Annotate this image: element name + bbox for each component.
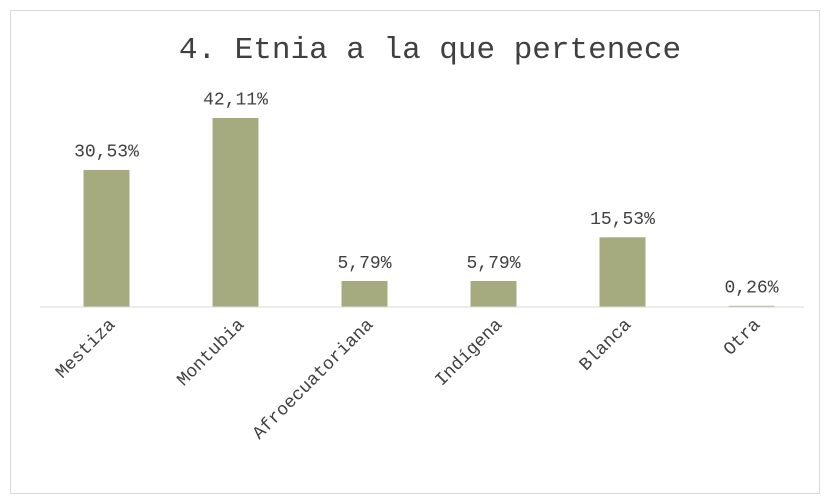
value-label: 0,26% xyxy=(724,279,778,299)
value-label: 15,53% xyxy=(590,210,655,230)
bar xyxy=(83,169,130,307)
value-label: 5,79% xyxy=(466,254,520,274)
value-label: 30,53% xyxy=(74,143,139,163)
bar xyxy=(212,117,259,307)
value-label: 42,11% xyxy=(203,91,268,111)
bar xyxy=(470,281,517,307)
bar xyxy=(599,237,646,307)
bar xyxy=(728,305,775,307)
value-label: 5,79% xyxy=(337,254,391,274)
chart-frame xyxy=(10,10,820,494)
chart-title: 4. Etnia a la que pertenece xyxy=(179,33,681,68)
bar xyxy=(341,281,388,307)
